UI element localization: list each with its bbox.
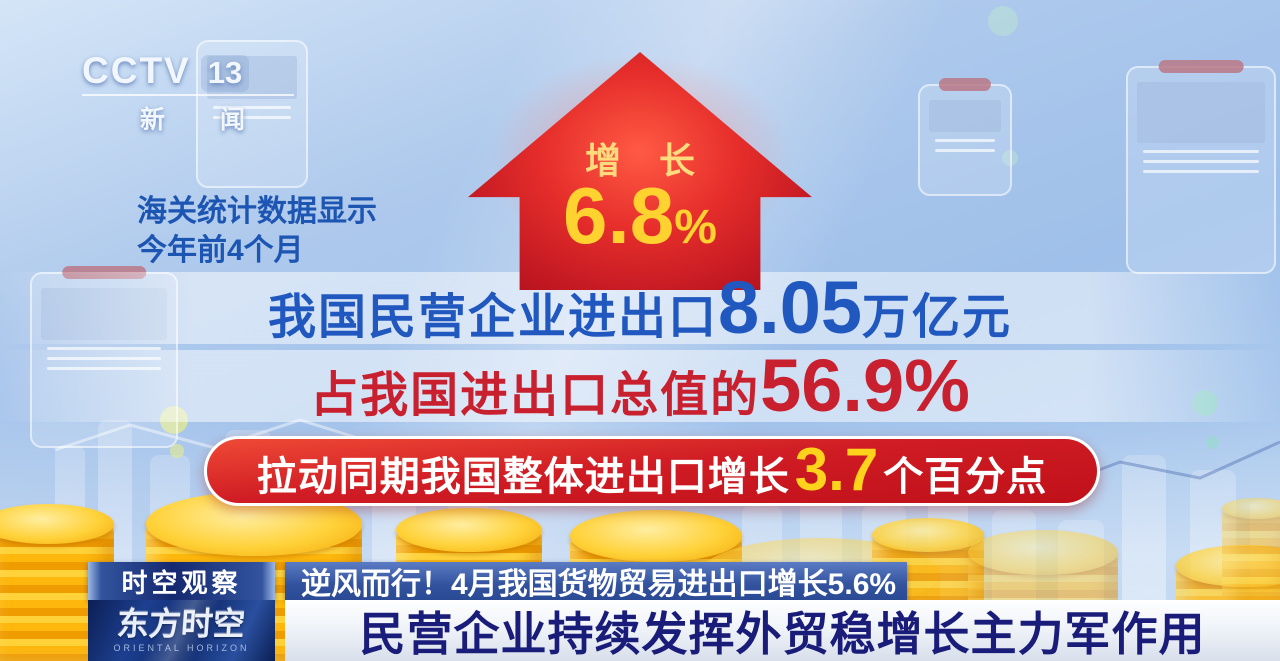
decor-dot xyxy=(988,6,1018,36)
decor-dot xyxy=(1206,436,1219,449)
oriental-horizon-logo: 东方时空 ORIENTAL HORIZON xyxy=(88,600,275,661)
context-line1: 海关统计数据显示 xyxy=(137,195,377,228)
context-caption: 海关统计数据显示 今年前4个月 xyxy=(137,192,377,270)
growth-value: 6.8% xyxy=(563,171,717,260)
show-logo-cn: 东方时空 xyxy=(116,606,247,642)
context-line2: 今年前4个月 xyxy=(137,234,304,267)
clipboard-clip xyxy=(1158,60,1244,73)
growth-label: 增 长 xyxy=(584,140,709,181)
clipboard-clip xyxy=(938,78,992,91)
stat-line-share-of-total: 占我国进出口总值的56.9% xyxy=(310,344,970,427)
channel-number: 13 xyxy=(200,55,250,92)
percent-sign: % xyxy=(674,201,717,254)
stat-banner-contribution: 拉动同期我国整体进出口增长3.7 个百分点 xyxy=(204,436,1100,506)
program-segment-tag: 时空观察 xyxy=(88,562,275,600)
cctv-logo-text: CCTV xyxy=(82,50,191,91)
clipboard-illustration xyxy=(918,78,1012,196)
stat-line-exports-value: 我国民营企业进出口8.05万亿元 xyxy=(267,266,1013,349)
panel-illustration xyxy=(196,40,308,188)
headline-strap: 民营企业持续发挥外贸稳增长主力军作用 xyxy=(285,600,1280,661)
show-logo-en: ORIENTAL HORIZON xyxy=(113,643,250,653)
logo-underline xyxy=(82,94,294,96)
decor-dot xyxy=(170,444,184,458)
clipboard-illustration xyxy=(1126,60,1276,274)
topic-strap: 逆风而行！4月我国货物贸易进出口增长5.6% xyxy=(285,562,907,601)
highlight-band xyxy=(0,350,1280,422)
channel-subtitle: 新 闻 xyxy=(140,106,269,134)
cctv-13-logo: CCTV 13 新 闻 xyxy=(82,50,294,136)
